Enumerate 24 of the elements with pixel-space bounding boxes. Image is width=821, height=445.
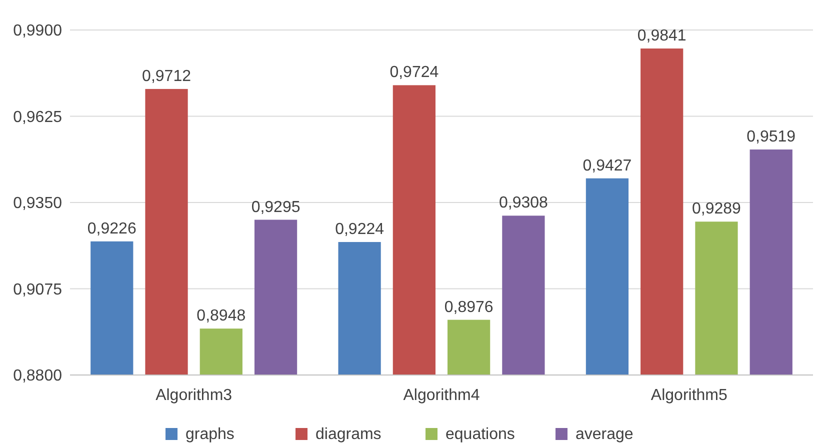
data-label: 0,8948: [196, 308, 246, 325]
data-label: 0,9427: [582, 157, 632, 174]
data-label: 0,9519: [746, 128, 796, 146]
data-label: 0,9308: [498, 194, 548, 212]
y-tick-label: 0,9625: [13, 108, 62, 126]
data-label: 0,9724: [390, 64, 439, 82]
legend-label: average: [576, 426, 634, 443]
data-label: 0,9841: [637, 28, 686, 45]
legend-label: graphs: [186, 426, 234, 443]
data-label: 0,9712: [142, 68, 192, 85]
x-tick-label: Algorithm4: [403, 387, 480, 404]
x-tick-label: Algorithm5: [650, 387, 728, 404]
data-label: 0,9224: [335, 221, 384, 238]
data-label: 0,9226: [87, 220, 136, 238]
data-label: 0,9295: [251, 198, 300, 216]
y-tick-label: 0,8800: [13, 368, 62, 385]
y-tick-label: 0,9350: [13, 195, 62, 212]
data-label: 0,9289: [692, 200, 742, 218]
legend-label: diagrams: [316, 426, 382, 443]
data-label: 0,8976: [444, 298, 494, 316]
legend-label: equations: [446, 426, 515, 443]
y-tick-label: 0,9900: [13, 22, 62, 40]
y-tick-label: 0,9075: [13, 281, 62, 298]
x-tick-label: Algorithm3: [156, 387, 232, 404]
